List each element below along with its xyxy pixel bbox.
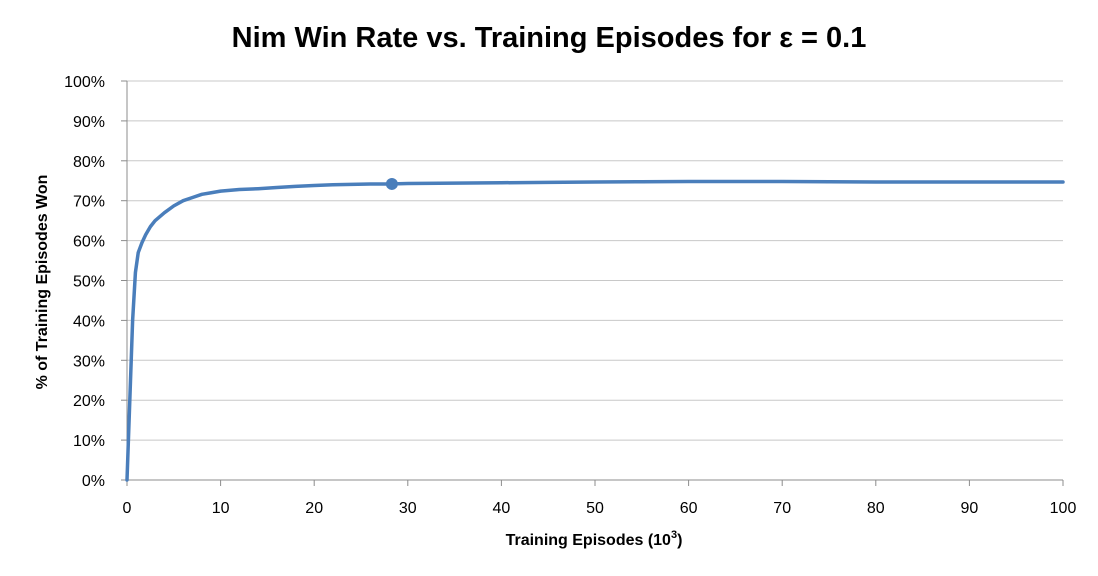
y-tick-labels: 0% 10% 20% 30% 40% 50% 60% 70% 80% 90% 100% [64,74,105,490]
x-axis-title: Training Episodes (103) [506,529,683,549]
y-tick-label: 30% [73,353,105,370]
y-tick-label: 40% [73,313,105,330]
x-axis-title-text: Training Episodes (10 [506,532,671,549]
y-tick-label: 0% [82,473,105,490]
x-tick-label: 60 [680,500,698,517]
y-tick-label: 90% [73,114,105,131]
x-tick-label: 30 [399,500,417,517]
y-tick-label: 70% [73,194,105,211]
y-tick-label: 60% [73,234,105,251]
x-tick-label: 100 [1050,500,1077,517]
x-axis-title-superscript: 3 [671,529,677,541]
x-tick-label: 0 [123,500,132,517]
win-rate-line [125,179,1065,482]
x-tick-labels: 0 10 20 30 40 50 60 70 80 90 100 [123,500,1077,517]
x-tick-label: 10 [212,500,230,517]
y-tick-label: 50% [73,274,105,291]
chart-title: Nim Win Rate vs. Training Episodes for ε… [232,22,867,54]
gridlines [127,80,1063,441]
x-tick-label: 80 [867,500,885,517]
x-tick-label: 40 [493,500,511,517]
data-point-marker [385,177,398,190]
x-tick-label: 90 [961,500,979,517]
x-tick-label: 70 [773,500,791,517]
y-tick-label: 80% [73,154,105,171]
y-tick-label: 20% [73,393,105,410]
x-tick-label: 50 [586,500,604,517]
y-tick-label: 100% [64,74,105,91]
x-tick-label: 20 [305,500,323,517]
y-tick-label: 10% [73,433,105,450]
x-axis-title-close: ) [677,532,682,549]
axes [121,80,1064,486]
y-axis-title: % of Training Episodes Won [34,175,51,390]
